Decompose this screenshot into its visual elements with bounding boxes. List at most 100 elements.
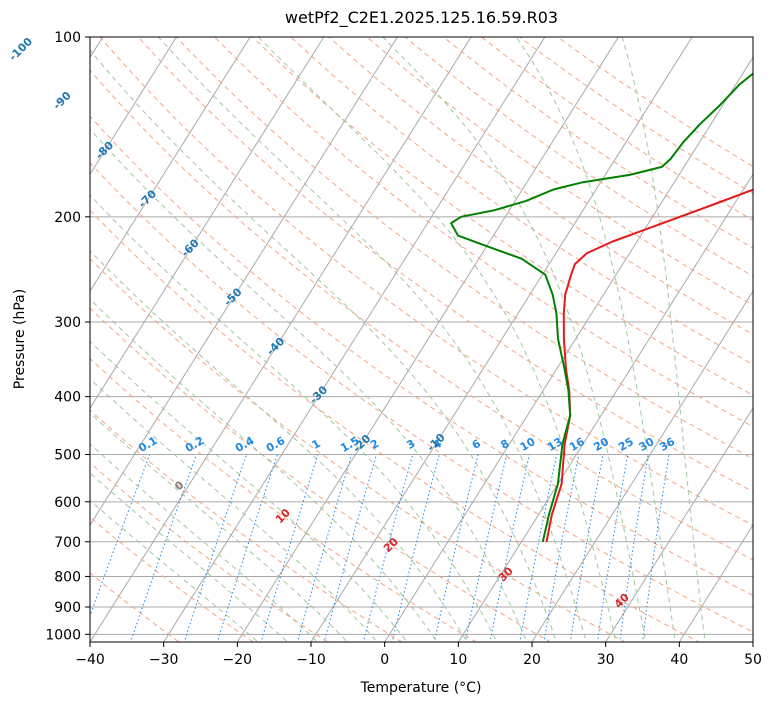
moist-adiabat-line — [90, 49, 558, 642]
dry-adiabat-line — [213, 37, 753, 428]
dry-adiabat-line — [556, 37, 753, 168]
mixing-ratio-line — [323, 454, 377, 642]
mixing-ratio-label: 3 — [404, 437, 417, 452]
x-tick-label: 30 — [597, 652, 615, 668]
mixing-ratio-line — [569, 454, 604, 642]
dry-adiabat-label: 20 — [381, 535, 401, 555]
moist-adiabat-line — [90, 472, 289, 642]
moist-adiabat-line — [90, 340, 408, 642]
x-tick-label: 10 — [449, 652, 467, 668]
moist-adiabat-line — [90, 443, 319, 642]
y-tick-label: 800 — [54, 569, 81, 585]
mixing-ratio-label: 30 — [637, 435, 657, 454]
y-tick-label: 200 — [54, 210, 81, 226]
mixing-ratio-label: 0.4 — [233, 434, 257, 455]
dry-adiabat-line — [251, 37, 753, 396]
mixing-ratio-line — [183, 454, 247, 642]
dry-adiabat-line — [518, 37, 753, 194]
mixing-ratio-label: 20 — [591, 435, 611, 454]
isotherm-label: -100 — [6, 35, 35, 64]
dry-adiabat-line — [137, 37, 753, 493]
profile-series — [450, 72, 753, 543]
dry-adiabat-line — [404, 37, 753, 277]
dry-adiabat-line — [90, 516, 255, 642]
moist-adiabat-line — [90, 194, 498, 642]
mixing-ratio-line — [90, 454, 151, 617]
x-tick-label: 40 — [670, 652, 688, 668]
x-axis-title: Temperature (°C) — [360, 680, 482, 696]
isotherm-label: -60 — [179, 236, 202, 259]
mixing-ratio-line — [464, 454, 508, 642]
moist-adiabat-line — [257, 37, 617, 642]
moist-adiabat-line — [90, 250, 468, 642]
temperature-line — [545, 188, 753, 542]
dry-adiabat-line — [366, 37, 753, 306]
moist-adiabat-line — [90, 128, 528, 642]
isotherm-line — [90, 37, 178, 176]
dry-adiabat-line — [90, 69, 753, 561]
mixing-ratio-line — [296, 454, 353, 642]
moist-adiabat-line — [621, 37, 706, 642]
isotherm-label: -40 — [264, 335, 287, 358]
mixing-ratio-line — [130, 454, 197, 642]
isotherm-line — [90, 37, 325, 410]
isotherm-line — [90, 37, 472, 642]
isotherm-label: -90 — [50, 89, 73, 112]
mixing-ratio-line — [619, 454, 649, 642]
y-tick-label: 400 — [54, 390, 81, 406]
moist-adiabat-line — [157, 37, 587, 642]
y-tick-label: 300 — [54, 315, 81, 331]
isotherm-line — [531, 290, 753, 642]
moist-adiabat-line — [90, 499, 259, 642]
isotherm-line — [236, 37, 620, 642]
x-tick-label: 50 — [744, 652, 762, 668]
dry-adiabat-line — [175, 37, 753, 460]
mixing-ratio-line — [260, 454, 319, 642]
x-tick-label: −20 — [223, 652, 253, 668]
mixing-ratio-line — [519, 454, 558, 642]
mixing-ratio-label: 10 — [518, 435, 538, 454]
mixing-ratio-label: 0.1 — [136, 434, 159, 455]
dry-adiabat-line — [90, 258, 626, 642]
dewpoint-line — [450, 72, 753, 543]
isotherm-line — [163, 37, 546, 642]
mixing-ratio-label: 0.2 — [183, 434, 206, 455]
dry-adiabat-line — [328, 37, 753, 335]
isotherm-label: -80 — [93, 138, 116, 161]
y-tick-label: 100 — [54, 30, 81, 46]
isotherm-label: -30 — [307, 383, 330, 406]
dry-adiabat-line — [480, 37, 753, 221]
moist-adiabat-line — [381, 37, 647, 642]
mixing-ratio-label: 16 — [567, 435, 587, 454]
background-lines — [90, 37, 753, 642]
isotherm-line — [678, 524, 753, 642]
dry-adiabat-line — [90, 162, 753, 633]
x-tick-label: −30 — [149, 652, 179, 668]
mixing-ratio-line — [433, 454, 479, 642]
dry-adiabat-line — [90, 115, 753, 596]
mixing-ratio-line — [642, 454, 670, 642]
moist-adiabat-line — [90, 412, 348, 642]
chart-title: wetPf2_C2E1.2025.125.16.59.R03 — [284, 8, 559, 27]
isotherm-line — [605, 407, 753, 642]
dry-adiabat-label: 10 — [273, 506, 293, 526]
dry-adiabat-line — [442, 37, 753, 249]
dry-adiabat-line — [290, 37, 753, 366]
isotherm-line — [90, 37, 251, 293]
dry-adiabat-label: 40 — [612, 591, 632, 611]
y-axis-title: Pressure (hPa) — [12, 289, 28, 389]
isotherm-line — [752, 641, 753, 642]
y-tick-label: 900 — [54, 600, 81, 616]
mixing-ratio-line — [391, 454, 440, 642]
reference-line-labels: 0.1 0.2 0.4 0.6 1 1.5 2 3 4 6 8 10 13 16 20 25 30 36-100-… — [6, 35, 677, 611]
mixing-ratio-label: 6 — [470, 437, 483, 452]
y-tick-label: 600 — [54, 495, 81, 511]
mixing-ratio-line — [216, 454, 278, 642]
y-tick-label: 1000 — [45, 627, 81, 643]
isotherm-line — [90, 37, 399, 527]
dry-adiabat-line — [90, 462, 329, 642]
dry-adiabat-line — [90, 307, 552, 642]
moist-adiabat-line — [90, 378, 378, 642]
x-tick-label: 0 — [380, 652, 389, 668]
